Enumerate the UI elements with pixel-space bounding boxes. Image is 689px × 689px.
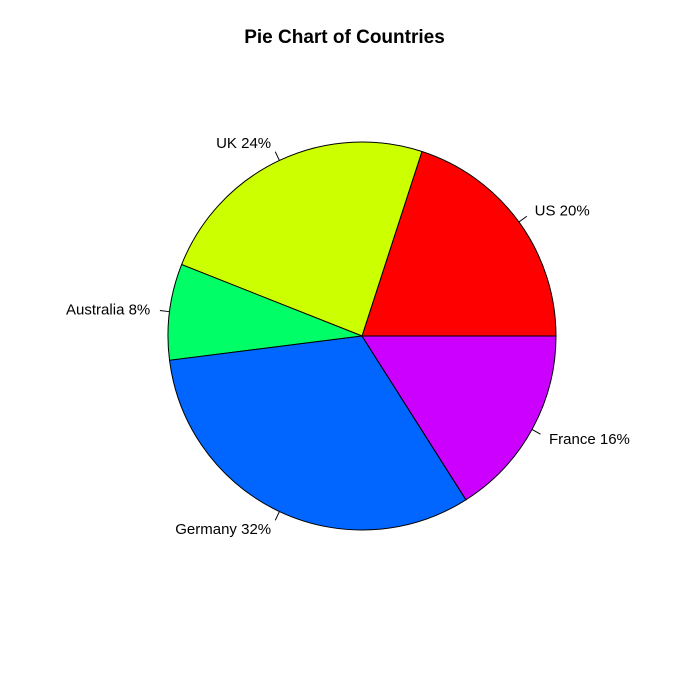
- label-tick-us: [518, 215, 528, 223]
- pie-slices: [167, 141, 557, 531]
- slice-label-germany: Germany 32%: [175, 521, 271, 538]
- pie-slice-uk: [180, 141, 423, 337]
- label-tick-germany: [274, 511, 280, 521]
- slice-label-uk: UK 24%: [216, 135, 271, 152]
- pie-slice-france: [361, 335, 557, 501]
- slice-label-france: France 16%: [549, 431, 630, 448]
- label-tick-france: [531, 429, 541, 435]
- pie-slice-us: [361, 150, 557, 337]
- label-tick-uk: [274, 151, 280, 161]
- label-tick-australia: [159, 309, 170, 313]
- slice-label-australia: Australia 8%: [66, 301, 150, 318]
- pie-slice-germany: [168, 335, 467, 531]
- chart-title: Pie Chart of Countries: [244, 27, 445, 48]
- slice-label-us: US 20%: [535, 203, 590, 220]
- pie-slice-australia: [167, 263, 363, 361]
- pie-labels: US 20% UK 24% Australia 8% Germany 32% Franc…: [66, 135, 630, 538]
